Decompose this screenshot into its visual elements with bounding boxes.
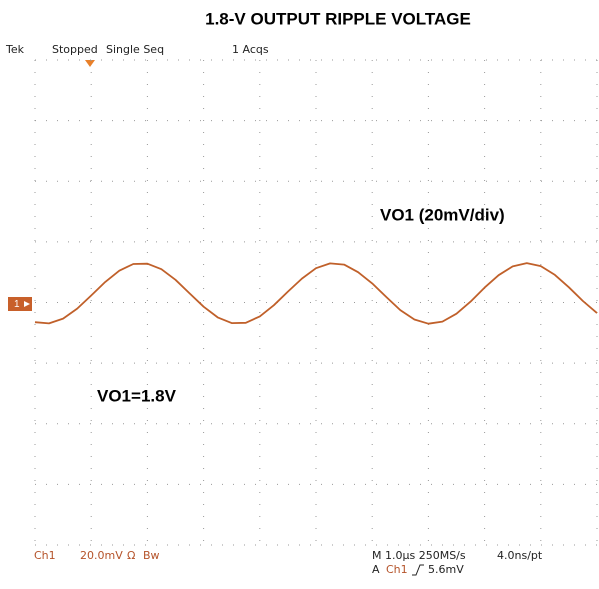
trigger-slope xyxy=(412,564,424,576)
footer-channel: Ch1 xyxy=(34,549,56,562)
footer-trigger-channel: Ch1 xyxy=(386,563,408,576)
status-acqs: 1 Acqs xyxy=(232,43,269,56)
footer-coupling: Ω xyxy=(127,549,135,562)
trigger-position xyxy=(85,60,95,67)
footer-timebase: M 1.0µs 250MS/s xyxy=(372,549,466,562)
status-mode: Single Seq xyxy=(106,43,164,56)
footer-resolution: 4.0ns/pt xyxy=(497,549,543,562)
chart-title: 1.8-V OUTPUT RIPPLE VOLTAGE xyxy=(205,9,471,28)
plot xyxy=(34,59,598,546)
footer-bandwidth: Bw xyxy=(143,549,160,562)
footer-trigger-level: 5.6mV xyxy=(428,563,464,576)
status-scope: Tek xyxy=(5,43,25,56)
footer-trigger-source: A xyxy=(372,563,380,576)
status-state: Stopped xyxy=(52,43,98,56)
waveform xyxy=(34,262,598,325)
marker-arrow xyxy=(24,301,30,307)
channel-marker: 1 xyxy=(14,299,20,310)
channel-marker-bg xyxy=(8,297,32,311)
footer-scale: 20.0mV xyxy=(80,549,123,562)
annotation: VO1=1.8V xyxy=(97,386,177,405)
annotation: VO1 (20mV/div) xyxy=(380,205,505,224)
